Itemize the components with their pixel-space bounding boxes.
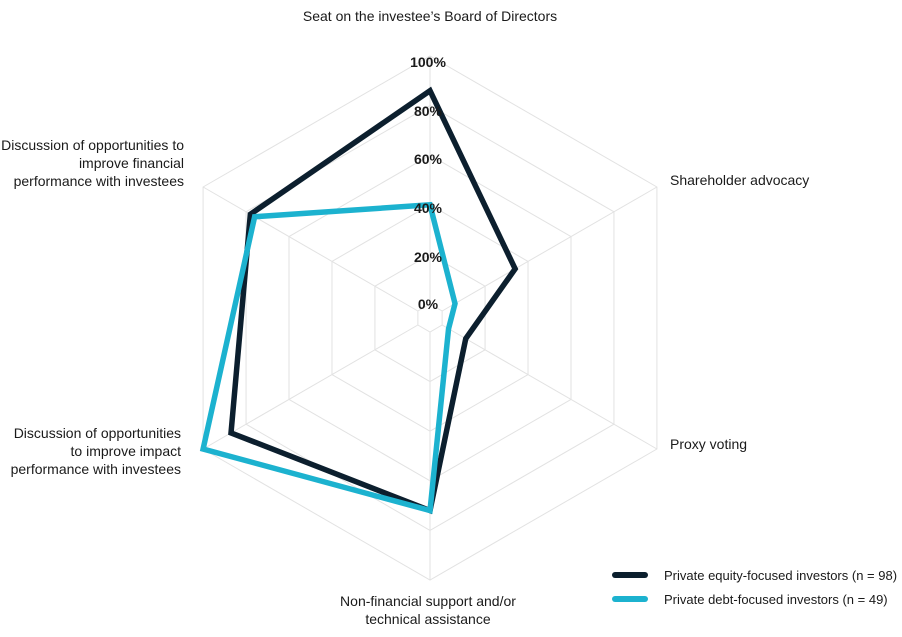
tick-label: 80% bbox=[414, 103, 443, 119]
axis-label: Discussion of opportunities to improve im… bbox=[11, 425, 182, 477]
tick-label: 40% bbox=[414, 200, 443, 216]
legend-item-private-equity: Private equity-focused investors (n = 98… bbox=[612, 563, 898, 587]
axis-label-line: Non-financial support and/or bbox=[340, 593, 516, 609]
axis-label: Shareholder advocacy bbox=[670, 172, 809, 188]
legend-swatch-private-debt bbox=[612, 596, 648, 602]
tick-label: 100% bbox=[410, 54, 446, 70]
axis-label-line: Seat on the investee’s Board of Director… bbox=[303, 8, 557, 24]
grid-spoke bbox=[202, 186, 419, 312]
grid-spoke bbox=[441, 186, 658, 312]
axis-label-line: Shareholder advocacy bbox=[670, 172, 809, 188]
axis-label-line: to improve impact bbox=[71, 443, 182, 459]
axis-label: Non-financial support and/or technical as… bbox=[340, 593, 516, 627]
axis-label-line: technical assistance bbox=[365, 611, 491, 627]
series-line-private-debt bbox=[199, 201, 458, 515]
tick-label: 20% bbox=[414, 249, 443, 265]
axis-label-line: improve financial bbox=[79, 155, 184, 171]
axis-label: Discussion of opportunities to improve fi… bbox=[1, 137, 184, 189]
axis-label-line: performance with investees bbox=[11, 461, 181, 477]
radial-tick-labels: 0% 20% 40% 60% 80% 100% bbox=[410, 54, 446, 312]
grid-spoke bbox=[441, 324, 658, 450]
legend-label-private-equity: Private equity-focused investors (n = 98… bbox=[664, 567, 898, 583]
radar-grid bbox=[202, 55, 658, 581]
axis-label-line: Discussion of opportunities to bbox=[1, 137, 184, 153]
axis-label-line: Proxy voting bbox=[670, 436, 747, 452]
grid-spoke bbox=[202, 324, 419, 450]
radar-series bbox=[199, 86, 519, 515]
axis-label-line: Discussion of opportunities bbox=[14, 425, 181, 441]
axis-labels: Seat on the investee’s Board of Director… bbox=[1, 8, 809, 627]
tick-label: 60% bbox=[414, 151, 443, 167]
axis-label: Proxy voting bbox=[670, 436, 747, 452]
legend-item-private-debt: Private debt-focused investors (n = 49) bbox=[612, 587, 898, 611]
tick-label: 0% bbox=[418, 296, 439, 312]
legend-label-private-debt: Private debt-focused investors (n = 49) bbox=[664, 591, 888, 607]
legend: Private equity-focused investors (n = 98… bbox=[612, 563, 898, 611]
axis-label-line: performance with investees bbox=[14, 173, 184, 189]
legend-swatch-private-equity bbox=[612, 572, 648, 578]
axis-label: Seat on the investee’s Board of Director… bbox=[303, 8, 557, 24]
